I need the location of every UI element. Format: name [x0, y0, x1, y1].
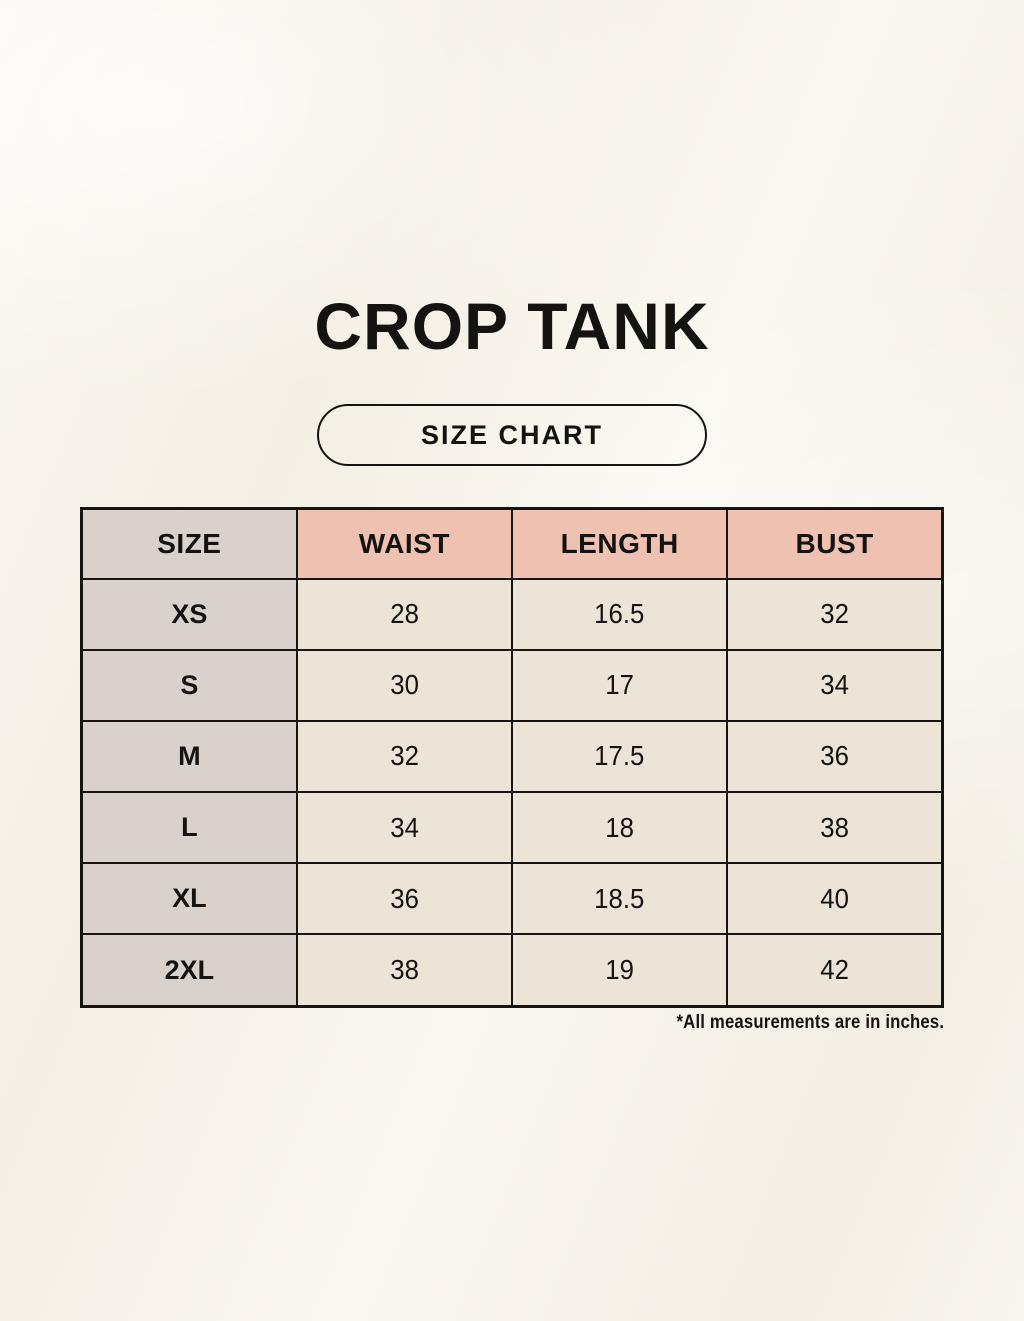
table-row-2xl: 2XL 38 19 42: [80, 933, 944, 1008]
column-header-waist: WAIST: [295, 507, 514, 580]
cell-bust: 38: [726, 790, 944, 865]
cell-length: 16.5: [510, 577, 729, 651]
measurements-footnote: *All measurements are in inches.: [676, 1012, 944, 1033]
header-row: SIZE WAIST LENGTH BUST: [80, 507, 944, 580]
size-chart-badge: SIZE CHART: [317, 404, 707, 466]
cell-waist: 38: [295, 933, 514, 1008]
page-title: CROP TANK: [314, 289, 710, 363]
cell-waist: 34: [295, 790, 514, 865]
column-header-bust: BUST: [726, 507, 944, 580]
cell-size: M: [80, 719, 298, 793]
table-row-s: S 30 17 34: [80, 648, 944, 722]
table-row-xl: XL 36 18.5 40: [80, 862, 944, 936]
size-chart-badge-label: SIZE CHART: [421, 419, 603, 450]
cell-bust: 34: [726, 648, 944, 722]
cell-length: 17: [510, 648, 729, 722]
cell-size: L: [80, 790, 298, 865]
cell-size: 2XL: [80, 933, 298, 1008]
cell-size: XS: [80, 577, 298, 651]
cell-length: 18: [510, 790, 729, 865]
cell-bust: 36: [726, 719, 944, 793]
cell-length: 19: [510, 933, 729, 1008]
table-row-m: M 32 17.5 36: [80, 719, 944, 793]
cell-length: 18.5: [510, 862, 729, 936]
size-chart-table-container: SIZE WAIST LENGTH BUST XS 28 16.5 32 S 3…: [80, 507, 944, 1008]
cell-bust: 42: [726, 933, 944, 1008]
table-row-l: L 34 18 38: [80, 790, 944, 865]
cell-waist: 32: [295, 719, 514, 793]
cell-bust: 32: [726, 577, 944, 651]
cell-waist: 28: [295, 577, 514, 651]
cell-length: 17.5: [510, 719, 729, 793]
cell-size: S: [80, 648, 298, 722]
size-chart-table: SIZE WAIST LENGTH BUST XS 28 16.5 32 S 3…: [80, 507, 944, 1008]
cell-bust: 40: [726, 862, 944, 936]
column-header-size: SIZE: [80, 507, 298, 580]
cell-waist: 36: [295, 862, 514, 936]
cell-size: XL: [80, 862, 298, 936]
cell-waist: 30: [295, 648, 514, 722]
table-row-xs: XS 28 16.5 32: [80, 577, 944, 651]
column-header-length: LENGTH: [510, 507, 729, 580]
